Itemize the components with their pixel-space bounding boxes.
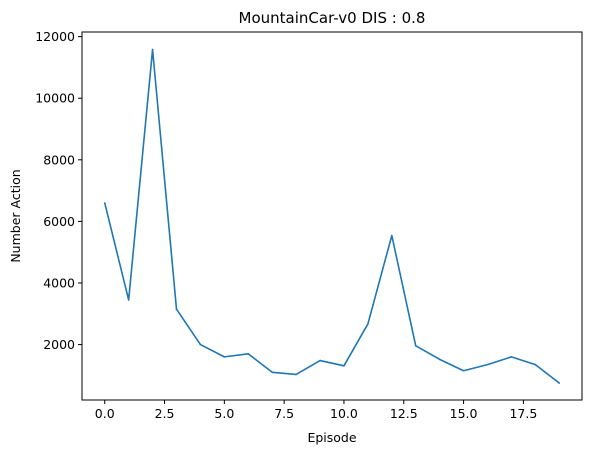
y-axis-ticks: 2000 4000 6000 8000 10000 12000	[35, 29, 82, 352]
series-layer	[103, 48, 561, 384]
data-point	[295, 373, 297, 376]
y-tick-label: 2000	[43, 337, 75, 352]
series-line	[103, 48, 560, 384]
data-point	[175, 308, 178, 310]
data-point	[247, 353, 250, 355]
data-point	[486, 363, 489, 366]
data-point	[223, 356, 226, 358]
x-tick-label: 12.5	[390, 406, 418, 421]
y-tick-label: 10000	[35, 91, 75, 106]
data-point	[391, 234, 393, 237]
x-tick-label: 5.0	[214, 406, 234, 421]
x-tick-label: 17.5	[509, 406, 537, 421]
data-point	[319, 359, 321, 362]
data-point	[414, 345, 417, 347]
y-tick-label: 4000	[43, 275, 75, 290]
x-axis-label: Episode	[307, 430, 356, 445]
x-tick-label: 2.5	[155, 406, 175, 421]
data-point	[462, 369, 465, 372]
x-tick-label: 10.0	[330, 406, 358, 421]
chart-title: MountainCar-v0 DIS : 0.8	[239, 9, 426, 27]
plot-frame	[81, 31, 583, 401]
data-point	[151, 48, 154, 51]
y-tick-label: 8000	[43, 152, 75, 167]
x-tick-label: 15.0	[450, 406, 478, 421]
y-tick-label: 12000	[35, 29, 75, 44]
data-point	[558, 382, 561, 384]
data-point	[271, 371, 273, 374]
y-axis-label: Number Action	[8, 169, 23, 262]
y-tick-label: 6000	[43, 214, 75, 229]
x-axis-ticks: 0.0 2.5 5.0 7.5 10.0 12.5 15.0 17.5	[95, 400, 537, 421]
x-tick-label: 0.0	[95, 406, 115, 421]
data-point	[367, 323, 369, 325]
data-point	[127, 299, 130, 301]
data-point	[510, 356, 513, 358]
data-point	[199, 343, 202, 346]
data-point	[534, 363, 537, 366]
data-point	[343, 365, 345, 367]
data-point	[438, 358, 441, 361]
x-tick-label: 7.5	[274, 406, 294, 421]
data-point	[103, 202, 106, 204]
